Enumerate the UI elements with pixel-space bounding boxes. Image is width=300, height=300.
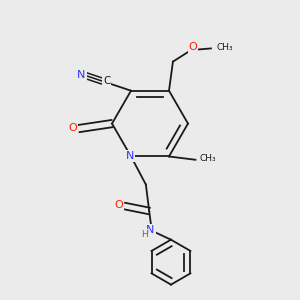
Text: O: O <box>188 42 197 52</box>
Text: C: C <box>103 76 111 86</box>
Text: CH₃: CH₃ <box>200 154 216 163</box>
Text: H: H <box>141 230 148 238</box>
Text: CH₃: CH₃ <box>217 43 233 52</box>
Text: O: O <box>114 200 123 210</box>
Text: N: N <box>126 151 134 161</box>
Text: N: N <box>77 70 86 80</box>
Text: O: O <box>69 123 77 133</box>
Text: N: N <box>146 225 155 235</box>
